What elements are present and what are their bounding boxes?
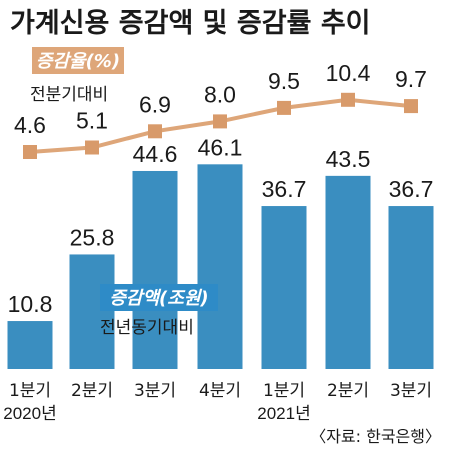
amount-value-label: 46.1 [198, 134, 243, 160]
x-tick-label: 4분기 [199, 381, 241, 401]
rate-marker [341, 92, 355, 107]
x-tick-label: 2분기 [327, 381, 369, 401]
amount-bar [261, 206, 307, 369]
x-tick-label: 1분기 [9, 381, 51, 401]
amount-value-label: 43.5 [326, 146, 371, 172]
amount-value-label: 36.7 [262, 176, 307, 202]
rate-marker [213, 114, 227, 129]
rate-value-label: 8.0 [204, 81, 236, 107]
rate-marker [23, 145, 37, 159]
amount-bar [197, 164, 243, 369]
chart-title: 가계신용 증감액 및 증감률 추이 [10, 8, 371, 39]
x-axis-ticks: 1분기 2분기 3분기 4분기 1분기 2분기 3분기 2020년 2021년 [3, 381, 432, 423]
amount-legend: 증감액(조원) 전년동기대비 [100, 284, 218, 338]
amount-bar [7, 321, 53, 369]
rate-series: 4.6 5.1 6.9 8.0 9.5 10.4 9.7 [14, 60, 427, 159]
rate-marker [404, 99, 418, 114]
year-label: 2020년 [3, 404, 56, 423]
x-tick-label: 3분기 [390, 381, 432, 401]
amount-bar [388, 206, 434, 369]
rate-value-label: 10.4 [326, 60, 371, 86]
rate-marker [148, 124, 162, 139]
source-note: 〈자료: 한국은행〉 [310, 427, 441, 446]
rate-marker [277, 100, 291, 115]
amount-bar [69, 254, 115, 369]
rate-badge-label: 증감율(%) [36, 51, 120, 72]
rate-badge [32, 47, 124, 74]
amount-value-label: 25.8 [70, 224, 115, 250]
amount-bar [132, 170, 178, 369]
rate-legend: 증감율(%) 전분기대비 [30, 47, 124, 105]
year-label: 2021년 [257, 404, 310, 423]
amount-note: 전년동기대비 [100, 318, 194, 338]
amount-value-label: 36.7 [389, 176, 434, 202]
x-tick-label: 3분기 [134, 381, 176, 401]
rate-marker [85, 140, 99, 155]
x-tick-label: 1분기 [263, 381, 305, 401]
rate-value-label: 9.7 [395, 66, 427, 92]
amount-badge [100, 284, 218, 311]
amount-series: 10.8 25.8 44.6 46.1 36.7 43.5 36.7 [7, 134, 434, 369]
amount-value-label: 10.8 [8, 291, 53, 317]
rate-value-label: 5.1 [76, 108, 108, 134]
rate-value-label: 4.6 [14, 112, 46, 138]
rate-value-label: 6.9 [139, 91, 171, 117]
rate-note: 전분기대비 [30, 85, 108, 105]
x-tick-label: 2분기 [71, 381, 113, 401]
rate-value-label: 9.5 [268, 68, 300, 94]
amount-badge-label: 증감액(조원) [109, 288, 208, 309]
amount-bar [325, 175, 371, 369]
amount-value-label: 44.6 [133, 141, 178, 167]
